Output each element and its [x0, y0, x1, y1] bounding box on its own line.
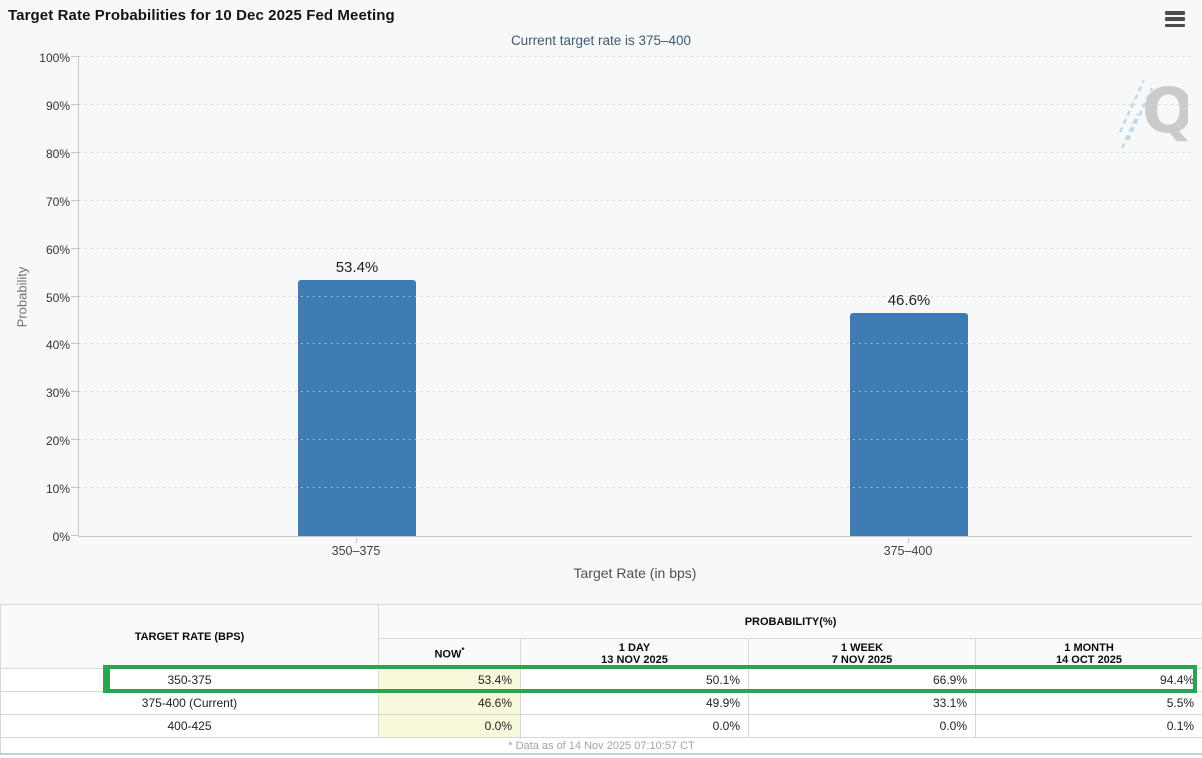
menu-bar: [1165, 11, 1185, 15]
y-tick-label-50%: 50%: [45, 290, 70, 305]
table-row-350-375: 350-375 53.4% 50.1% 66.9% 94.4%: [0, 668, 1202, 692]
one-week-column-header: 1 WEEK 7 NOV 2025: [748, 638, 976, 669]
y-tick-label-40%: 40%: [45, 338, 70, 353]
bar-375-400[interactable]: 46.6%: [850, 292, 968, 536]
one-week-cell: 66.9%: [748, 668, 976, 692]
gridline-50%: [79, 295, 1192, 297]
chart-region: Target Rate Probabilities for 10 Dec 202…: [0, 7, 1195, 581]
chart-subtitle: Current target rate is 375–400: [510, 33, 692, 48]
menu-bar: [1165, 23, 1185, 27]
y-tick-label-20%: 20%: [45, 434, 70, 449]
gridline-20%: [79, 439, 1192, 441]
x-axis-title: Target Rate (in bps): [573, 565, 697, 581]
y-tick-label-90%: 90%: [45, 98, 70, 113]
y-tick-mark: [71, 103, 79, 105]
rate-cell: 400-425: [0, 714, 379, 738]
table-header-row-columns: NOW* 1 DAY 13 NOV 2025 1 WEEK 7 NOV 2025 1…: [1, 638, 1202, 669]
gridline-40%: [79, 343, 1192, 345]
y-tick-label-70%: 70%: [45, 194, 70, 209]
y-tick-label-0%: 0%: [52, 530, 70, 544]
y-tick-mark: [71, 391, 79, 393]
rate-cell: 375-400 (Current): [0, 691, 379, 715]
probability-table: TARGET RATE (BPS) PROBABILITY(%) NOW* 1 …: [0, 604, 1202, 755]
quikstrike-watermark-icon: Q: [1118, 66, 1195, 150]
rate-cell: 350-375: [0, 668, 379, 692]
probability-group-header: PROBABILITY(%): [377, 604, 1202, 639]
gridline-90%: [79, 103, 1192, 105]
target-rate-header: TARGET RATE (BPS): [0, 604, 379, 669]
one-day-column-header: 1 DAY 13 NOV 2025: [520, 638, 749, 669]
gridline-10%: [79, 487, 1192, 489]
table-row-400-425: 400-425 0.0% 0.0% 0.0% 0.1%: [0, 714, 1202, 738]
one-week-cell: 0.0%: [748, 714, 976, 738]
one-day-cell: 49.9%: [520, 691, 749, 715]
y-tick-mark: [71, 487, 79, 489]
now-column-header: NOW*: [378, 638, 521, 669]
table-header-row-group: TARGET RATE (BPS) PROBABILITY(%): [0, 604, 1202, 669]
one-week-cell: 33.1%: [748, 691, 976, 715]
y-tick-mark: [71, 199, 79, 201]
gridline-30%: [79, 391, 1192, 393]
page-title: Target Rate Probabilities for 10 Dec 202…: [8, 7, 395, 24]
now-cell: 0.0%: [378, 714, 521, 738]
x-tick-label-350-375: 350–375: [331, 544, 381, 558]
x-tick-mark: [356, 538, 357, 543]
bottom-divider: [0, 753, 1202, 755]
plot-area: Q 53.4% 46.6%: [71, 56, 1195, 537]
y-tick-mark: [71, 535, 79, 536]
y-tick-label-60%: 60%: [45, 242, 70, 257]
menu-bar: [1165, 17, 1185, 21]
y-tick-mark: [71, 439, 79, 441]
one-month-cell: 5.5%: [974, 691, 1202, 715]
table-footnote-row: * Data as of 14 Nov 2025 07:10:57 CT: [0, 737, 1202, 755]
y-axis-tick-labels: 0% 10% 20% 30% 40% 50% 60% 70% 80% 90% 100%: [0, 51, 70, 544]
y-tick-mark: [71, 151, 79, 153]
y-tick-label-80%: 80%: [45, 146, 70, 161]
one-day-cell: 50.1%: [520, 668, 749, 692]
y-tick-mark: [71, 343, 79, 345]
one-day-cell: 0.0%: [520, 714, 749, 738]
y-tick-label-100%: 100%: [39, 51, 70, 65]
bar-350-375[interactable]: 53.4%: [298, 259, 416, 536]
y-tick-mark: [71, 295, 79, 297]
x-tick-label-375-400: 375–400: [883, 544, 933, 558]
gridline-100%: [79, 56, 1192, 57]
now-cell: 46.6%: [378, 691, 521, 715]
gridline-70%: [79, 199, 1192, 201]
gridline-60%: [79, 247, 1192, 249]
gridline-80%: [79, 151, 1192, 153]
now-cell: 53.4%: [378, 668, 521, 692]
y-tick-label-30%: 30%: [45, 386, 70, 401]
y-tick-mark: [71, 56, 79, 57]
data-as-of-footnote: * Data as of 14 Nov 2025 07:10:57 CT: [0, 737, 1202, 755]
bar-value-label: 46.6%: [887, 291, 931, 309]
bar-value-label: 53.4%: [335, 259, 379, 277]
y-tick-label-10%: 10%: [45, 482, 70, 497]
one-month-column-header: 1 MONTH 14 OCT 2025: [974, 638, 1202, 669]
watermark-letter: Q: [1142, 74, 1188, 147]
table-row-375-400-current: 375-400 (Current) 46.6% 49.9% 33.1% 5.5%: [0, 691, 1202, 715]
one-month-cell: 0.1%: [974, 714, 1202, 738]
y-tick-mark: [71, 247, 79, 249]
x-tick-mark: [908, 538, 909, 543]
hamburger-menu-icon[interactable]: [1165, 11, 1185, 27]
one-month-cell: 94.4%: [974, 668, 1202, 692]
